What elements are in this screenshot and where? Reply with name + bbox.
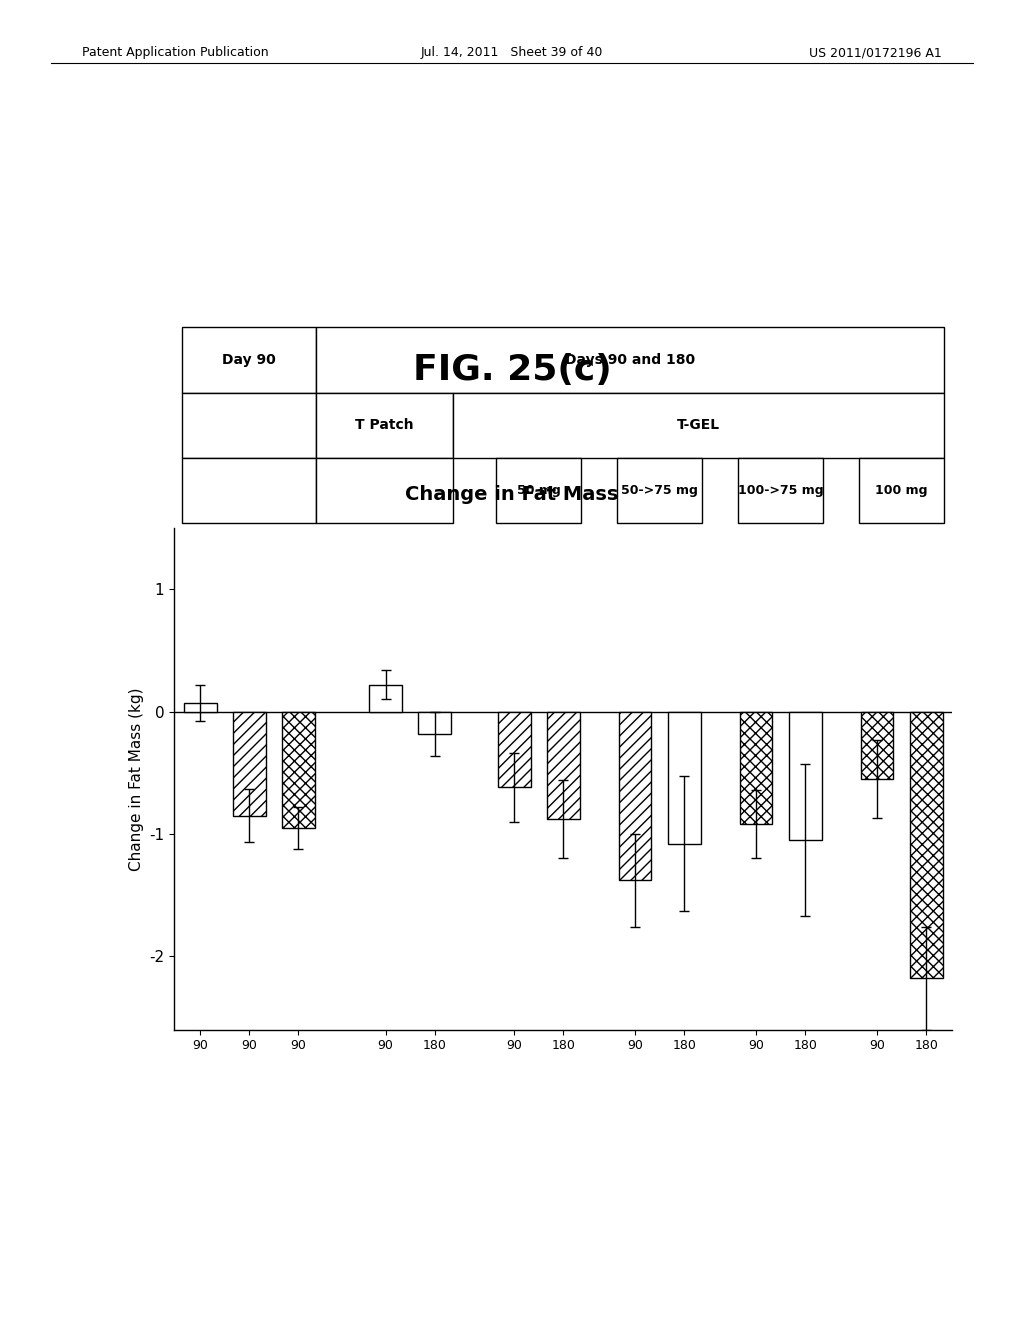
Bar [232, 711, 265, 816]
Bar [182, 327, 316, 392]
Bar [668, 711, 700, 843]
Bar [453, 392, 944, 458]
Bar [182, 392, 316, 458]
Bar [282, 711, 314, 828]
Bar [184, 704, 217, 711]
Bar [617, 458, 702, 523]
Text: 100 mg: 100 mg [876, 484, 928, 496]
Bar [370, 685, 401, 711]
Bar [418, 711, 451, 734]
Bar [739, 711, 772, 824]
Bar [738, 458, 823, 523]
Bar [316, 458, 453, 523]
Bar [788, 711, 821, 840]
Bar [909, 711, 942, 978]
Bar [316, 392, 453, 458]
Text: FIG. 25(c): FIG. 25(c) [413, 352, 611, 387]
Bar [498, 711, 530, 787]
Text: Change in Fat Mass: Change in Fat Mass [406, 486, 618, 504]
Text: Days 90 and 180: Days 90 and 180 [565, 352, 695, 367]
Text: Day 90: Day 90 [222, 352, 276, 367]
Bar [547, 711, 580, 820]
Text: 50->75 mg: 50->75 mg [622, 484, 698, 496]
Bar [618, 711, 651, 880]
Bar [182, 458, 316, 523]
Bar [497, 458, 582, 523]
Bar [861, 711, 894, 779]
Bar [859, 458, 944, 523]
Text: Jul. 14, 2011   Sheet 39 of 40: Jul. 14, 2011 Sheet 39 of 40 [421, 46, 603, 59]
Bar [316, 327, 944, 392]
Text: Patent Application Publication: Patent Application Publication [82, 46, 268, 59]
Text: T Patch: T Patch [355, 418, 414, 432]
Text: US 2011/0172196 A1: US 2011/0172196 A1 [809, 46, 942, 59]
Text: 50 mg: 50 mg [517, 484, 560, 496]
Y-axis label: Change in Fat Mass (kg): Change in Fat Mass (kg) [129, 686, 143, 871]
Text: T-GEL: T-GEL [677, 418, 720, 432]
Text: 100->75 mg: 100->75 mg [738, 484, 823, 496]
